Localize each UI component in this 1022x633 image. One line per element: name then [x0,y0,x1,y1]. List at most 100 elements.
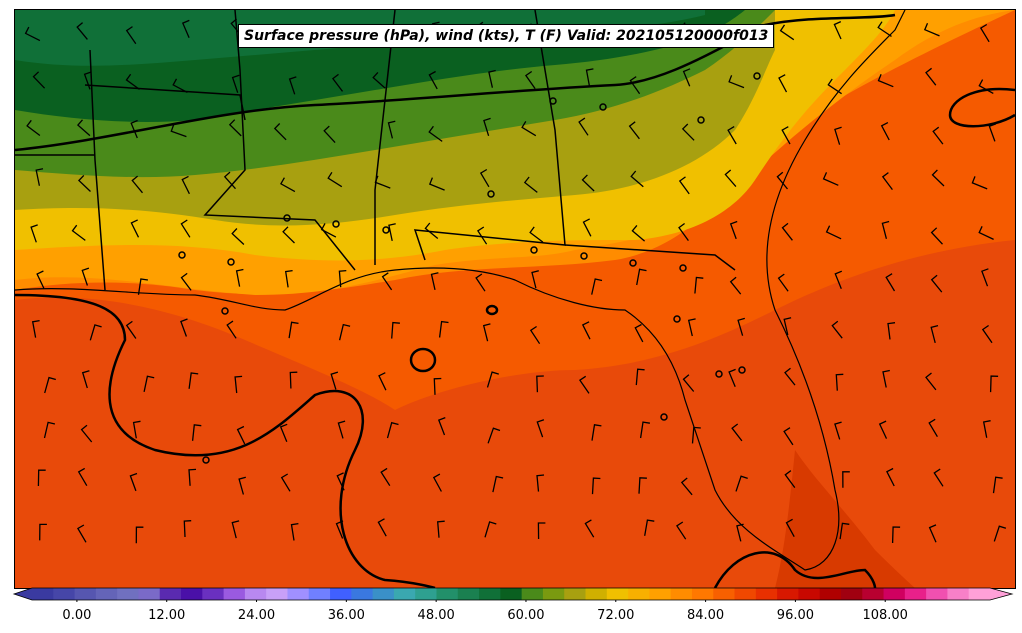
colorbar-segment [670,588,693,600]
wind-barb [731,423,743,442]
wind-barb [331,73,344,92]
wind-barb [891,526,901,544]
wind-barb [981,268,989,287]
colorbar-segment [181,588,203,600]
wind-barb [170,124,187,138]
wind-barb [487,427,501,444]
wind-barb [680,477,693,496]
wind-barb [76,119,91,137]
wind-barb [925,372,937,391]
wind-barb [381,272,393,291]
wind-barb [284,269,293,288]
wind-barb [191,424,202,441]
wind-barbs [24,18,1007,544]
wind-barb [130,219,140,238]
colorbar-tick-label: 96.00 [776,608,815,623]
wind-barb [928,418,938,438]
wind-barb [644,519,655,536]
wind-barb [877,21,892,37]
wind-barb [374,175,391,189]
wind-barb [336,472,345,491]
wind-barb [736,523,744,542]
colorbar-segment [244,588,267,600]
wind-barb [784,367,796,386]
colorbar-segment [287,588,310,600]
colorbar-segment [606,588,629,600]
wind-barb [536,375,544,393]
colorbar-segment [904,588,927,600]
wind-barb [486,371,499,388]
wind-barb [323,125,336,144]
wind-barb [476,226,488,245]
wind-barb [289,371,298,389]
colorbar-segment [436,588,459,600]
colorbar-segment [968,588,991,600]
wind-barb [979,23,990,43]
wind-barb [235,268,244,287]
wind-barb [181,19,190,39]
wind-barb [584,519,595,538]
wind-barb [236,425,246,445]
wind-barb [238,476,246,495]
wind-barb [636,268,647,286]
wind-barb [231,520,240,539]
wind-barb [436,520,445,538]
colorbar-tick-label: 108.00 [862,608,908,623]
wind-barb [43,421,56,439]
colorbar-segment [628,588,650,600]
wind-barb [581,174,595,192]
wind-barb [682,374,695,392]
colorbar-segment [159,588,182,600]
wind-barb [880,122,890,141]
wind-barb [925,67,937,86]
colorbar-segment [330,588,352,600]
colorbar-segment [393,588,416,600]
wind-barb [30,224,38,243]
map-canvas [15,10,1015,588]
wind-barb [784,470,796,488]
wind-barb [993,525,1007,542]
wind-barb [377,518,387,537]
wind-barb [835,373,844,391]
wind-barb [585,68,594,87]
wind-barb [482,323,491,342]
wind-barb [629,76,641,95]
colorbar-segment [415,588,437,600]
colorbar-segment [840,588,863,600]
wind-barb [273,123,287,141]
wind-barb [591,278,603,295]
colorbar-segment [457,588,480,600]
wind-barb [529,226,544,243]
colorbar-segment [351,588,374,600]
wind-barb [885,273,896,292]
wind-barb [24,26,41,42]
colorbar-segment [564,588,587,600]
colorbar-segment [713,588,736,600]
wind-barb [77,467,88,487]
wind-barb [930,227,943,245]
wind-barb [35,168,44,186]
wind-barb [687,318,696,337]
wind-barb [933,468,944,487]
wind-barb [776,171,789,190]
wind-barb [424,222,439,240]
wind-barb [378,372,387,391]
colorbar-segment [500,588,523,600]
colorbar-tick-label: 24.00 [237,608,276,623]
colorbar-tick-label: 60.00 [507,608,545,623]
wind-barb [887,322,896,340]
wind-barb [578,117,589,136]
wind-barb [886,467,895,487]
wind-barb [839,522,850,540]
colorbar-segment [32,588,54,600]
wind-barb [727,126,737,145]
wind-barb [628,121,640,140]
wind-barb [827,78,842,95]
wind-barb [728,75,745,89]
wind-barb [638,477,647,494]
wind-barb [923,22,940,37]
colorbar-tick-label: 0.00 [62,608,92,623]
wind-barb [183,520,192,538]
wind-barb [842,471,850,488]
wind-barb [330,371,339,390]
